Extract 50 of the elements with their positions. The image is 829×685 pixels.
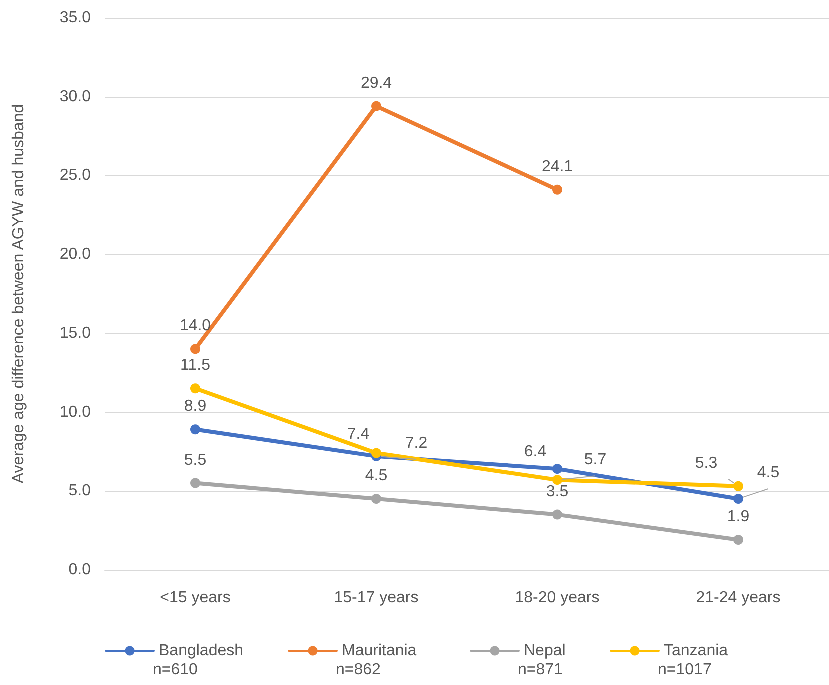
legend-label: Mauritania (342, 642, 417, 660)
data-label: 5.7 (584, 452, 607, 469)
y-tick-label: 15.0 (60, 324, 92, 342)
y-tick-label: 10.0 (60, 404, 92, 421)
data-label: 5.5 (184, 452, 207, 469)
legend-label: Nepal (524, 642, 566, 660)
x-tick-label: 15-17 years (334, 590, 419, 606)
point (372, 494, 382, 504)
point (734, 494, 744, 504)
point (372, 101, 382, 112)
x-tick-label: 21-24 years (696, 590, 781, 606)
data-label: 11.5 (180, 357, 211, 374)
x-tick-label: <15 years (160, 590, 231, 606)
data-label: 5.3 (695, 454, 718, 472)
text: n=610 (153, 662, 198, 678)
point (734, 481, 744, 492)
data-label: 7.2 (405, 434, 428, 452)
text: n=862 (336, 662, 382, 678)
point (552, 184, 562, 195)
point (190, 344, 200, 354)
data-label: 1.9 (727, 508, 750, 526)
legend-label: Tanzania (664, 642, 728, 660)
x-tick-label: 18-20 years (515, 590, 600, 606)
point (552, 464, 562, 474)
data-label: 7.4 (347, 426, 370, 443)
y-tick-label: 5.0 (68, 482, 92, 500)
point (372, 448, 382, 458)
point (190, 384, 200, 394)
data-label: 8.9 (184, 398, 207, 416)
point (190, 424, 200, 435)
y-tick-label: 30.0 (60, 88, 92, 106)
text: n=1017 (658, 662, 712, 678)
y-tick-label: 35.0 (60, 10, 92, 26)
data-label: 14.0 (180, 318, 212, 335)
data-label: 3.5 (546, 483, 569, 500)
point (190, 478, 200, 488)
point (552, 475, 562, 486)
y-tick-label: 0.0 (68, 562, 92, 578)
data-label: 4.5 (365, 468, 388, 485)
data-label: 6.4 (524, 444, 547, 461)
point (552, 510, 562, 520)
text: n=871 (518, 662, 564, 678)
legend-label: Bangladesh (159, 642, 244, 660)
data-label: 29.4 (360, 74, 392, 92)
y-tick-label: 20.0 (60, 246, 92, 264)
point (734, 535, 744, 546)
y-axis-title: Average age difference between AGYW and husband (10, 104, 28, 484)
data-label: 4.5 (757, 464, 780, 482)
data-label: 24.1 (542, 158, 574, 176)
y-tick-label: 25.0 (60, 167, 92, 184)
